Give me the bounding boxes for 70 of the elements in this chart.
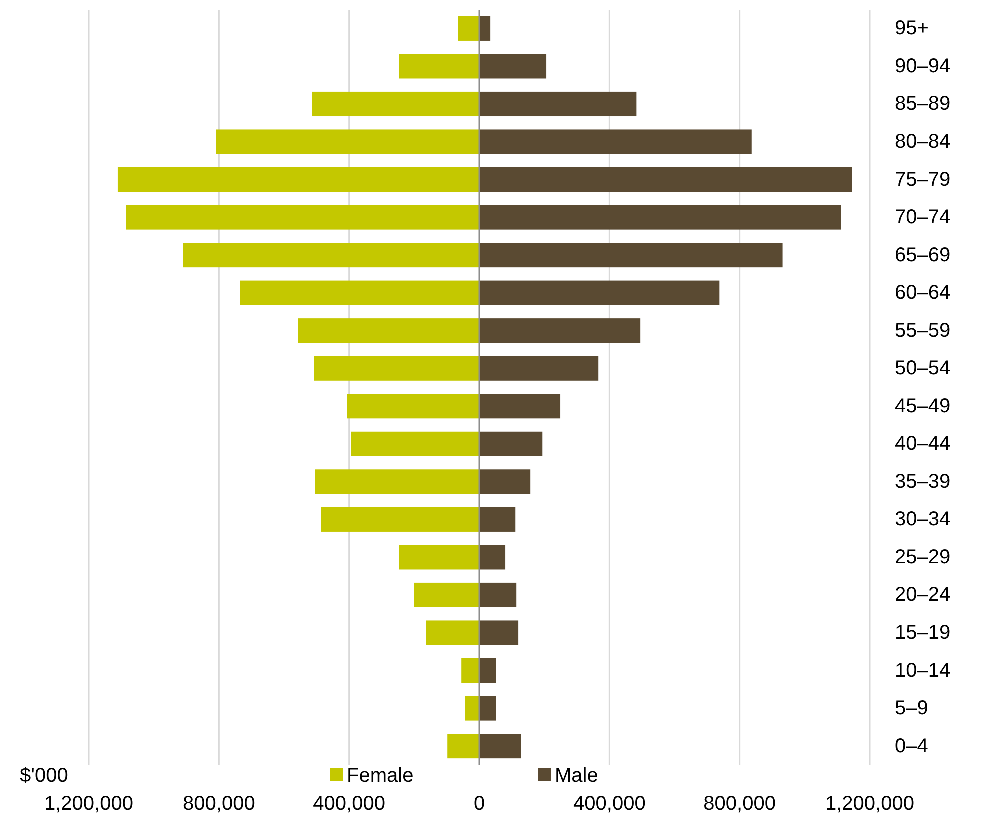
y-tick-label: 95+ [895, 18, 929, 40]
bar [480, 54, 547, 79]
y-tick-label: 85–89 [895, 93, 951, 116]
bar [480, 507, 516, 532]
bar [480, 620, 519, 646]
bar [448, 734, 480, 759]
bar [399, 54, 480, 79]
bar [126, 205, 480, 230]
bar [118, 167, 480, 192]
y-tick-label: 25–29 [895, 546, 951, 568]
bar [466, 696, 480, 721]
y-tick-label: 60–64 [895, 282, 951, 304]
x-tick-label: 1,200,000 [44, 793, 134, 815]
legend-label: Male [555, 765, 598, 787]
x-tick-label: 0 [474, 793, 486, 815]
bar [351, 432, 480, 456]
bar [426, 620, 480, 646]
bar [480, 92, 637, 117]
bar [315, 470, 480, 494]
x-tick-label: 400,000 [313, 793, 386, 815]
bar [480, 280, 720, 306]
bar [312, 92, 480, 117]
y-tick-label: 30–34 [895, 508, 951, 531]
bar [480, 356, 599, 381]
bar [480, 167, 852, 192]
y-tick-label: 50–54 [895, 358, 951, 380]
y-tick-label: 15–19 [895, 622, 951, 644]
bar [480, 243, 783, 268]
bar [216, 130, 480, 154]
legend-label: Female [347, 765, 414, 787]
bar [480, 734, 522, 759]
bar [347, 394, 480, 419]
y-tick-label: 75–79 [895, 168, 951, 191]
bar [480, 545, 506, 570]
bar [480, 394, 561, 419]
bar [480, 432, 543, 456]
bar [480, 318, 641, 344]
y-tick-label: 80–84 [895, 131, 951, 153]
y-tick-label: 20–24 [895, 584, 951, 606]
bar [414, 582, 480, 608]
y-tick-label: 35–39 [895, 470, 951, 493]
bar [480, 696, 496, 721]
bar [480, 582, 517, 608]
bar [183, 243, 480, 268]
x-tick-label: 800,000 [704, 793, 776, 815]
x-axis-title: $'000 [20, 765, 68, 787]
y-tick-label: 10–14 [895, 660, 951, 682]
bar [399, 545, 480, 570]
y-tick-label: 45–49 [895, 395, 951, 418]
bar [480, 205, 842, 230]
bar [458, 16, 480, 41]
x-tick-label: 1,200,000 [826, 793, 914, 815]
y-tick-label: 70–74 [895, 206, 951, 229]
bar [480, 16, 491, 41]
bar [480, 470, 531, 494]
bar [321, 507, 480, 532]
bar [240, 280, 480, 306]
bar [480, 658, 496, 684]
bar [298, 318, 480, 344]
x-tick-label: 400,000 [574, 793, 646, 815]
y-tick-label: 65–69 [895, 244, 951, 266]
y-tick-label: 5–9 [895, 698, 928, 720]
y-tick-label: 0–4 [895, 735, 928, 758]
bar [480, 130, 752, 154]
x-tick-label: 800,000 [183, 793, 256, 815]
y-tick-label: 55–59 [895, 320, 951, 342]
bar [314, 356, 480, 381]
bar [462, 658, 480, 684]
y-tick-label: 40–44 [895, 433, 951, 456]
y-tick-label: 90–94 [895, 55, 951, 78]
